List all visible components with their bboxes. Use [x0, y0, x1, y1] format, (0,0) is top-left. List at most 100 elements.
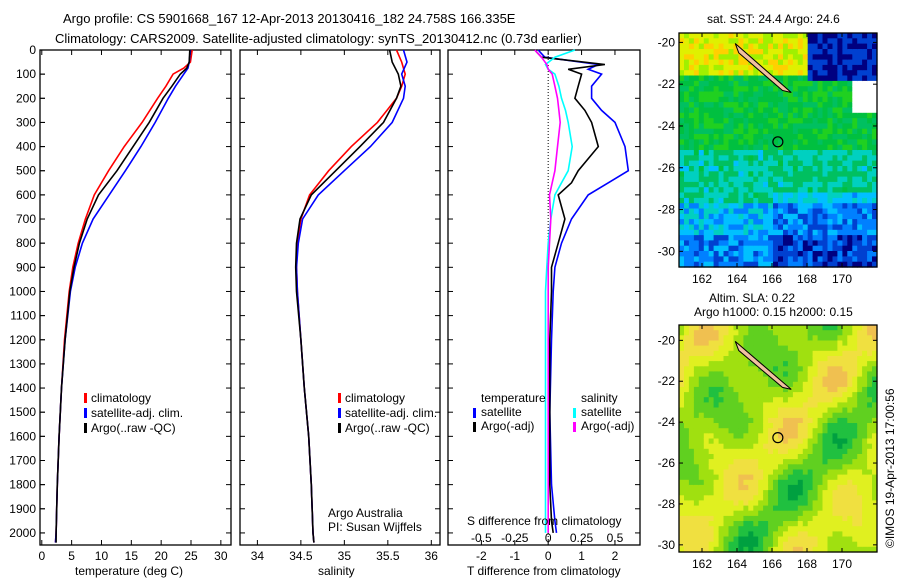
map-cell — [822, 197, 829, 204]
map-cell — [733, 176, 740, 183]
map-cell — [852, 464, 858, 471]
map-cell — [792, 128, 799, 135]
map-cell — [792, 64, 799, 71]
map-cell — [758, 192, 764, 199]
map-cell — [679, 510, 685, 517]
map-cell — [817, 245, 824, 252]
map-cell — [679, 128, 685, 135]
map-cell — [862, 33, 868, 39]
map-cell — [827, 160, 834, 167]
map-cell — [787, 366, 794, 373]
legend-swatch-satellite — [338, 408, 341, 418]
map-cell — [857, 107, 863, 114]
map-cell — [723, 376, 730, 383]
map-cell — [758, 443, 764, 450]
map-cell — [758, 510, 764, 517]
map-cell — [817, 261, 824, 268]
map-cell — [787, 160, 794, 167]
map-cell — [778, 70, 784, 77]
map-cell — [778, 96, 784, 103]
map-cell — [728, 144, 735, 151]
map-cell — [684, 261, 690, 268]
map-cell — [827, 325, 834, 331]
map-cell — [768, 107, 774, 114]
map-cell — [847, 192, 853, 199]
map-cell — [867, 256, 873, 263]
map-cell — [713, 474, 720, 481]
map-cell — [847, 443, 853, 450]
map-cell — [847, 80, 853, 87]
map-cell — [688, 469, 695, 476]
map-cell — [679, 454, 685, 460]
map-cell — [802, 139, 809, 146]
map-cell — [708, 80, 715, 87]
map-cell — [708, 75, 715, 82]
map-cell — [872, 171, 878, 178]
map-cell — [787, 459, 794, 465]
map-cell — [738, 433, 744, 440]
map-cell — [758, 515, 764, 522]
map-cell — [768, 541, 774, 548]
legend-label: climatology — [345, 391, 405, 405]
map-cell — [783, 213, 789, 220]
legend-label: satellite — [581, 405, 622, 419]
map-cell — [753, 118, 759, 125]
map-cell — [872, 325, 878, 331]
map-cell — [679, 203, 685, 210]
map-cell — [723, 392, 730, 398]
map-cell — [763, 428, 769, 434]
map-cell — [743, 80, 749, 87]
map-cell — [857, 219, 863, 226]
map-cell — [783, 438, 789, 445]
map-cell — [679, 438, 685, 445]
map-cell — [679, 474, 685, 481]
map-cell — [708, 350, 715, 357]
map-cell — [827, 335, 834, 342]
map-cell — [822, 59, 829, 66]
map-cell — [738, 43, 744, 50]
map-cell — [797, 366, 804, 373]
map-cell — [778, 54, 784, 61]
map-cell — [743, 208, 749, 215]
map-cell — [812, 176, 819, 183]
map-cell — [872, 181, 878, 188]
map-cell — [703, 484, 710, 491]
map-cell — [713, 448, 720, 455]
map-cell — [847, 521, 853, 527]
map-cell — [792, 366, 799, 373]
map-cell — [817, 166, 824, 172]
map-cell — [679, 38, 685, 45]
map-cell — [693, 464, 700, 471]
map-cell — [698, 187, 705, 194]
map-cell — [857, 33, 863, 39]
map-cell — [812, 171, 819, 178]
map-cell — [812, 192, 819, 199]
map-cell — [693, 521, 700, 527]
map-cell — [728, 402, 735, 409]
map-cell — [718, 251, 725, 257]
map-cell — [733, 75, 740, 82]
map-cell — [842, 187, 848, 194]
map-cell — [743, 251, 749, 257]
map-cell — [743, 546, 749, 553]
map-cell — [738, 118, 744, 125]
map-cell — [787, 256, 794, 263]
map-cell — [812, 203, 819, 210]
y-tick-label: 1900 — [9, 502, 36, 516]
map-cell — [872, 54, 878, 61]
map-cell — [862, 75, 868, 82]
map-cell — [733, 150, 740, 156]
map-cell — [857, 490, 863, 496]
map-cell — [738, 428, 744, 434]
map-cell — [797, 59, 804, 66]
x-tick-label: 1 — [578, 549, 585, 563]
map-cell — [733, 412, 740, 419]
lat-tick-label: -28 — [658, 203, 676, 217]
map-cell — [679, 33, 685, 39]
map-cell — [743, 376, 749, 383]
map-cell — [847, 70, 853, 77]
map-cell — [837, 505, 843, 512]
map-cell — [867, 366, 873, 373]
map-cell — [688, 474, 695, 481]
map-cell — [748, 505, 754, 512]
